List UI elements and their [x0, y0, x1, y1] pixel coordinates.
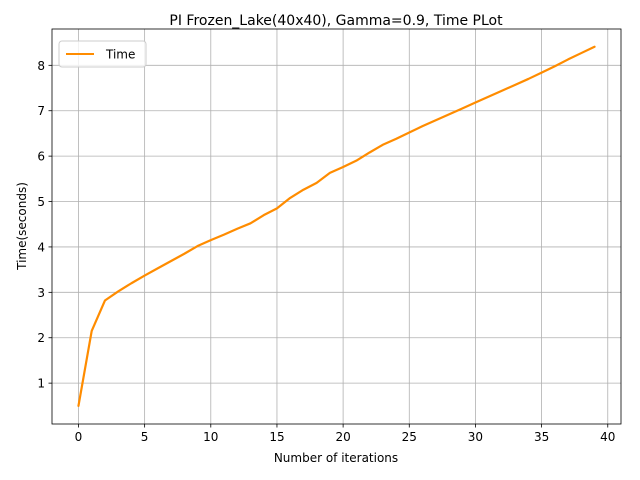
x-axis-ticks: 0 5 10 15 20 25 30 35 40 — [75, 424, 615, 444]
plot-frame — [51, 28, 622, 425]
chart-title: PI Frozen_Lake(40x40), Gamma=0.9, Time P… — [169, 13, 503, 29]
y-axis-label: Time(seconds) — [15, 182, 29, 271]
x-tick-label: 15 — [269, 430, 284, 444]
x-tick-label: 25 — [402, 430, 417, 444]
y-tick-label: 2 — [37, 331, 45, 345]
y-tick-label: 3 — [37, 286, 45, 300]
legend: Time — [58, 40, 147, 68]
x-tick-label: 20 — [335, 430, 350, 444]
y-tick-label: 8 — [37, 59, 45, 73]
y-tick-label: 6 — [37, 150, 45, 164]
x-axis-label: Number of iterations — [274, 451, 398, 465]
x-tick-label: 40 — [600, 430, 615, 444]
grid — [52, 29, 621, 424]
x-tick-label: 35 — [534, 430, 549, 444]
series-line-time — [77, 45, 596, 407]
legend-label: Time — [105, 48, 135, 62]
legend-box — [58, 40, 147, 68]
y-tick-label: 4 — [37, 240, 45, 254]
y-tick-label: 1 — [37, 377, 45, 391]
y-tick-label: 7 — [37, 104, 45, 118]
x-tick-label: 0 — [75, 430, 83, 444]
series-group — [77, 45, 596, 407]
x-tick-label: 10 — [203, 430, 218, 444]
x-tick-label: 30 — [468, 430, 483, 444]
y-axis-ticks: 1 2 3 4 5 6 7 8 — [37, 59, 52, 391]
x-tick-label: 5 — [141, 430, 149, 444]
y-tick-label: 5 — [37, 195, 45, 209]
